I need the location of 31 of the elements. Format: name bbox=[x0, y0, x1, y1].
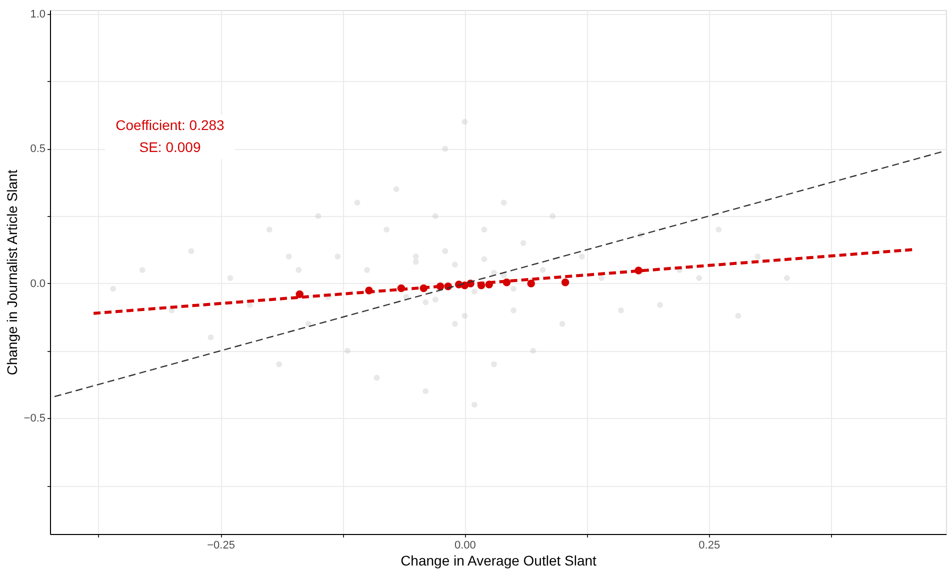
y-axis-title: Change in Journalist Article Slant bbox=[4, 170, 20, 376]
point bbox=[412, 258, 419, 265]
x-tick-label: −0.25 bbox=[207, 540, 235, 552]
point bbox=[754, 254, 761, 260]
y-tick-label: −0.5 bbox=[24, 412, 46, 425]
point bbox=[442, 146, 448, 152]
point bbox=[305, 320, 312, 327]
point bbox=[550, 213, 556, 220]
y-tick-label: 0.0 bbox=[30, 278, 46, 290]
point bbox=[315, 213, 322, 220]
x-tick-label: 0.25 bbox=[698, 540, 720, 552]
point bbox=[246, 302, 253, 308]
point bbox=[578, 254, 585, 260]
point bbox=[510, 286, 516, 292]
point bbox=[412, 254, 419, 260]
x-tick-label: 0.00 bbox=[454, 540, 476, 552]
annotation: SE: 0.009 bbox=[139, 139, 201, 155]
point bbox=[527, 280, 535, 288]
point bbox=[598, 275, 604, 282]
y-tick-label: 1.0 bbox=[30, 8, 46, 21]
point bbox=[432, 213, 438, 220]
y-tick-label: 0.5 bbox=[30, 143, 46, 156]
point bbox=[296, 290, 304, 298]
point bbox=[344, 348, 350, 354]
x-axis-title: Change in Average Outlet Slant bbox=[400, 552, 597, 568]
point bbox=[561, 278, 570, 286]
point bbox=[462, 118, 468, 125]
point bbox=[472, 288, 478, 294]
annotation: Coefficient: 0.283 bbox=[116, 117, 225, 133]
point bbox=[462, 312, 468, 319]
point bbox=[530, 348, 536, 354]
